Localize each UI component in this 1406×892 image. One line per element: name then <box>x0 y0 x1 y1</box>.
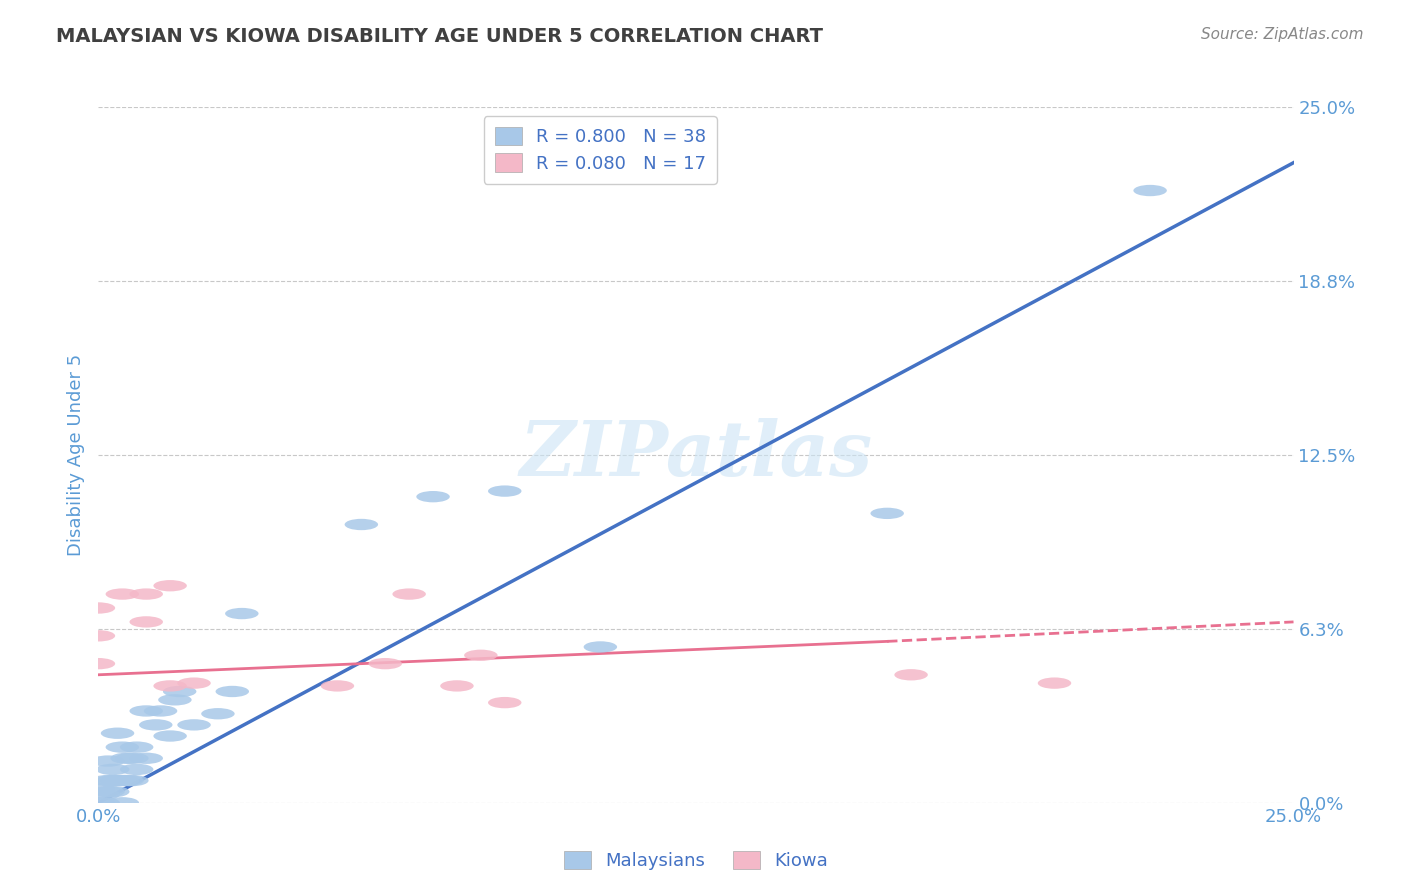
Ellipse shape <box>96 775 129 786</box>
Ellipse shape <box>96 786 129 797</box>
Ellipse shape <box>201 708 235 720</box>
Ellipse shape <box>91 756 125 767</box>
Text: ZIPatlas: ZIPatlas <box>519 418 873 491</box>
Ellipse shape <box>392 589 426 599</box>
Ellipse shape <box>105 741 139 753</box>
Ellipse shape <box>440 681 474 691</box>
Ellipse shape <box>153 731 187 741</box>
Ellipse shape <box>464 649 498 661</box>
Ellipse shape <box>870 508 904 519</box>
Ellipse shape <box>91 775 125 786</box>
Ellipse shape <box>115 753 149 764</box>
Ellipse shape <box>159 694 191 706</box>
Ellipse shape <box>120 764 153 775</box>
Ellipse shape <box>344 519 378 530</box>
Ellipse shape <box>163 686 197 698</box>
Ellipse shape <box>96 764 129 775</box>
Ellipse shape <box>111 753 143 764</box>
Ellipse shape <box>120 741 153 753</box>
Ellipse shape <box>115 775 149 786</box>
Ellipse shape <box>153 681 187 691</box>
Ellipse shape <box>321 681 354 691</box>
Ellipse shape <box>91 786 125 797</box>
Ellipse shape <box>129 706 163 716</box>
Ellipse shape <box>139 719 173 731</box>
Ellipse shape <box>82 602 115 614</box>
Ellipse shape <box>82 658 115 669</box>
Ellipse shape <box>129 753 163 764</box>
Text: MALAYSIAN VS KIOWA DISABILITY AGE UNDER 5 CORRELATION CHART: MALAYSIAN VS KIOWA DISABILITY AGE UNDER … <box>56 27 824 45</box>
Ellipse shape <box>177 677 211 689</box>
Ellipse shape <box>215 686 249 698</box>
Ellipse shape <box>153 580 187 591</box>
Ellipse shape <box>488 485 522 497</box>
Ellipse shape <box>82 630 115 641</box>
Ellipse shape <box>101 728 135 739</box>
Ellipse shape <box>488 697 522 708</box>
Ellipse shape <box>1038 677 1071 689</box>
Ellipse shape <box>101 775 135 786</box>
Ellipse shape <box>1133 185 1167 196</box>
Ellipse shape <box>225 607 259 619</box>
Ellipse shape <box>177 719 211 731</box>
Ellipse shape <box>143 706 177 716</box>
Text: Source: ZipAtlas.com: Source: ZipAtlas.com <box>1201 27 1364 42</box>
Ellipse shape <box>111 775 143 786</box>
Ellipse shape <box>129 589 163 599</box>
Legend: Malaysians, Kiowa: Malaysians, Kiowa <box>557 844 835 877</box>
Ellipse shape <box>105 589 139 599</box>
Ellipse shape <box>82 783 115 795</box>
Ellipse shape <box>105 797 139 808</box>
Ellipse shape <box>416 491 450 502</box>
Ellipse shape <box>87 789 120 800</box>
Ellipse shape <box>87 797 120 808</box>
Ellipse shape <box>129 616 163 628</box>
Ellipse shape <box>583 641 617 653</box>
Ellipse shape <box>105 775 139 786</box>
Ellipse shape <box>894 669 928 681</box>
Ellipse shape <box>368 658 402 669</box>
Y-axis label: Disability Age Under 5: Disability Age Under 5 <box>66 354 84 556</box>
Ellipse shape <box>82 797 115 808</box>
